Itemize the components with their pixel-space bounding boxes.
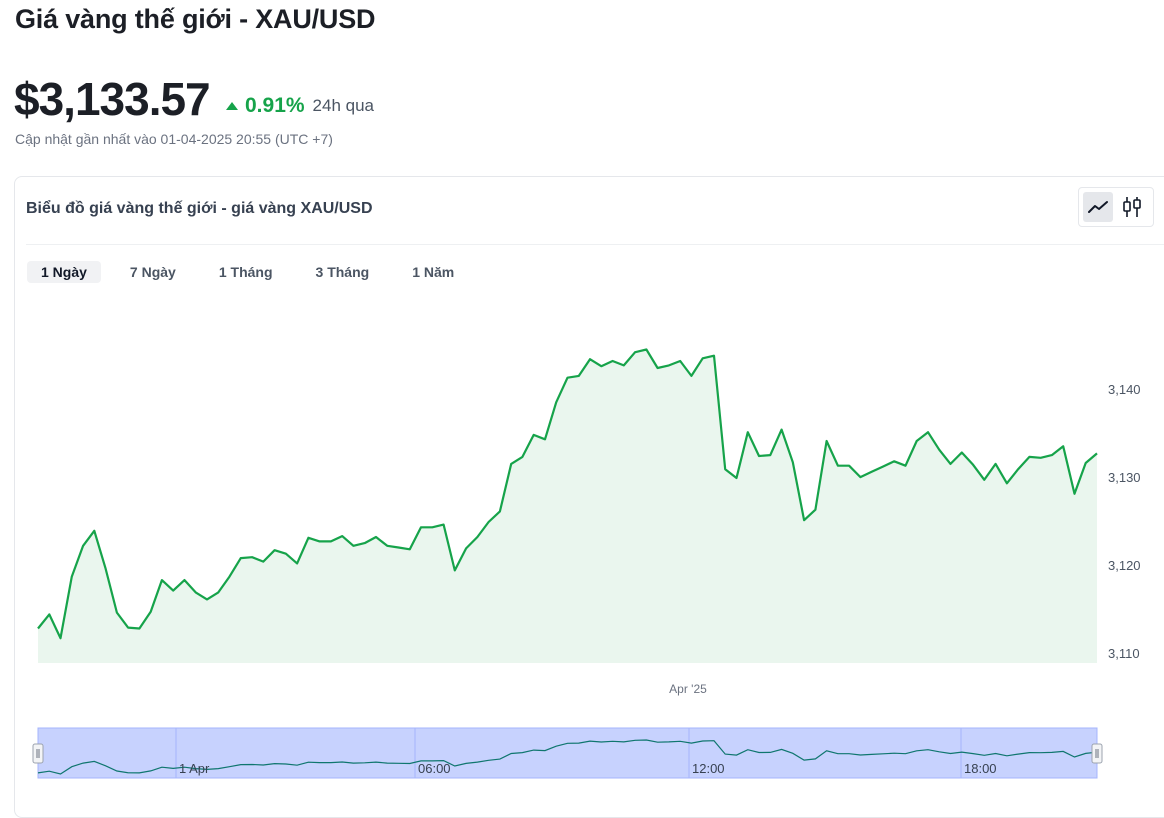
x-axis-label: Apr '25 (669, 682, 707, 696)
price-line (37, 348, 1098, 640)
navigator-line (37, 739, 1098, 775)
current-price: $3,133.57 (14, 73, 211, 125)
up-arrow-icon (226, 102, 238, 110)
tab-1-day[interactable]: 1 Ngày (27, 261, 101, 283)
navigator-right-handle[interactable] (1091, 743, 1103, 764)
candlestick-icon (1123, 197, 1141, 217)
y-axis-ticks: 3,110 3,120 3,130 3,140 (1108, 382, 1141, 661)
navigator-x-label: 1 Apr (179, 761, 210, 776)
line-chart-icon (1088, 201, 1108, 213)
change-percent: 0.91% (245, 94, 305, 117)
chart-type-toggle (1078, 187, 1154, 227)
navigator-gridlines (175, 728, 962, 778)
y-tick-label: 3,130 (1108, 470, 1141, 485)
navigator[interactable]: 1 Apr 06:00 12:00 18:00 (32, 727, 1103, 779)
chart-card-title: Biểu đồ giá vàng thế giới - giá vàng XAU… (26, 200, 373, 217)
navigator-x-label: 12:00 (692, 761, 725, 776)
tab-1-month[interactable]: 1 Tháng (218, 264, 273, 280)
navigator-labels: 1 Apr 06:00 12:00 18:00 (179, 761, 997, 776)
navigator-x-label: 18:00 (964, 761, 997, 776)
price-change: 0.91% 24h qua (226, 94, 374, 118)
y-tick-label: 3,110 (1108, 646, 1140, 661)
tab-1-year[interactable]: 1 Năm (412, 264, 455, 280)
line-chart-button[interactable] (1083, 192, 1113, 222)
last-updated: Cập nhật gần nhất vào 01-04-2025 20:55 (… (15, 131, 333, 147)
tab-3-months[interactable]: 3 Tháng (315, 264, 370, 280)
navigator-x-label: 06:00 (418, 761, 451, 776)
card-divider (26, 244, 1164, 245)
price-area-fill (38, 349, 1097, 663)
page-title: Giá vàng thế giới - XAU/USD (15, 4, 376, 34)
candlestick-button[interactable] (1117, 192, 1147, 222)
navigator-left-handle[interactable] (32, 743, 44, 764)
y-tick-label: 3,120 (1108, 558, 1141, 573)
change-period: 24h qua (312, 96, 374, 115)
y-tick-label: 3,140 (1108, 382, 1141, 397)
range-tabs: 1 Ngày 7 Ngày 1 Tháng 3 Tháng 1 Năm (27, 261, 483, 283)
tab-7-days[interactable]: 7 Ngày (129, 264, 176, 280)
